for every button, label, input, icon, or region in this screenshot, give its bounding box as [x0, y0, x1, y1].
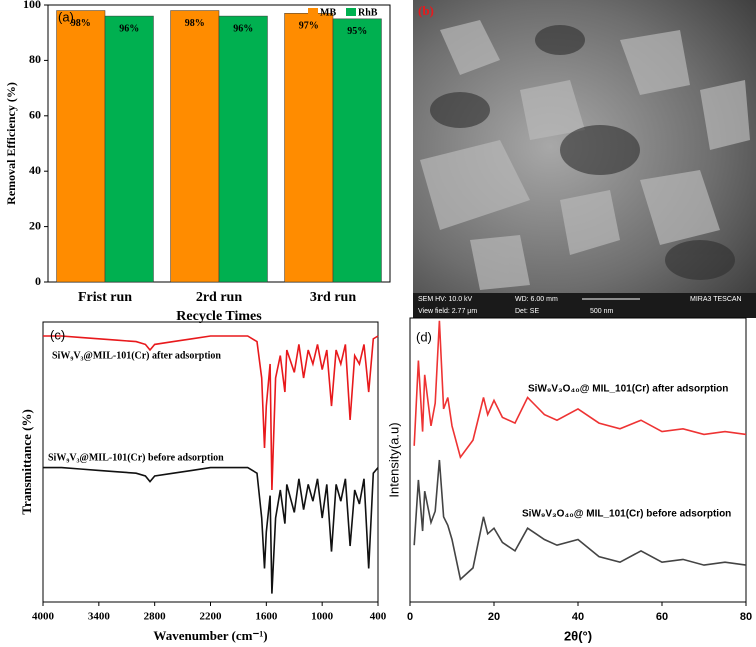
- bar: [218, 15, 268, 283]
- curve-label: SiW₉V₃O₄₀@ MIL_101(Cr) before adsorption: [522, 509, 731, 520]
- bar: [56, 10, 106, 283]
- y-tick-label: 100: [23, 0, 41, 11]
- x-tick-label: 3rd run: [310, 290, 357, 305]
- value-label: 98%: [185, 18, 205, 29]
- panel-label: (d): [416, 329, 432, 344]
- series-line: [43, 335, 379, 491]
- series-line: [413, 459, 747, 581]
- bar: [284, 13, 334, 283]
- sem-info: WD: 6.00 mm: [515, 296, 558, 303]
- x-axis-label: Wavenumber (cm⁻¹): [153, 628, 267, 643]
- x-tick-label: 4000: [32, 611, 55, 623]
- sem-info: MIRA3 TESCAN: [690, 296, 742, 303]
- sem-info: 500 nm: [590, 308, 614, 315]
- sem-info: Det: SE: [515, 308, 539, 315]
- y-tick-label: 0: [35, 274, 41, 288]
- y-axis-label: Transmittance (%): [19, 409, 34, 515]
- x-axis-label: Recycle Times: [176, 309, 262, 324]
- sem-info: SEM HV: 10.0 kV: [418, 296, 473, 303]
- sem-info-bar: [413, 293, 756, 318]
- legend-label: MB: [320, 7, 336, 18]
- bar: [104, 15, 154, 283]
- y-axis-label: Intensity(a.u): [386, 422, 401, 497]
- series-line: [413, 320, 747, 460]
- y-tick-label: 60: [29, 108, 41, 122]
- legend-swatch: [346, 8, 356, 16]
- plot-frame: [409, 317, 747, 603]
- legend-swatch: [308, 8, 318, 16]
- x-tick-label: 40: [572, 611, 584, 623]
- x-tick-label: 0: [407, 611, 413, 623]
- sem-texture: [420, 20, 750, 290]
- sem-panel: (b) SEM HV: 10.0 kV WD: 6.00 mm MIRA3 TE…: [413, 0, 756, 318]
- x-tick-label: 80: [740, 611, 752, 623]
- bar: [332, 18, 382, 283]
- sem-info: View field: 2.77 μm: [418, 308, 477, 315]
- panel-label: (b): [418, 3, 434, 18]
- curve-label: SiW₉V₃@MIL-101(Cr) before adsorption: [48, 452, 224, 463]
- curve-label: SiW₉V₃@MIL-101(Cr) after adsorption: [52, 350, 221, 361]
- bar: [170, 10, 220, 283]
- x-tick-label: 400: [370, 611, 387, 623]
- x-tick-label: 2rd run: [196, 290, 243, 305]
- panel-label: (c): [50, 327, 65, 342]
- y-tick-label: 40: [29, 163, 41, 177]
- x-tick-label: 2800: [144, 611, 167, 623]
- value-label: 96%: [233, 23, 253, 34]
- series-line: [43, 466, 379, 594]
- value-label: 95%: [347, 26, 367, 37]
- value-label: 97%: [299, 21, 319, 32]
- legend-label: RhB: [358, 7, 378, 18]
- sem-shadows: [430, 25, 735, 280]
- x-tick-label: 1000: [311, 611, 334, 623]
- value-label: 96%: [119, 23, 139, 34]
- y-axis-label: Removal Efficiency (%): [4, 82, 18, 205]
- x-tick-label: 2200: [200, 611, 223, 623]
- value-label: 98%: [71, 18, 91, 29]
- y-tick-label: 20: [29, 218, 41, 232]
- x-tick-label: 1600: [255, 611, 278, 623]
- panel-label: (a): [58, 9, 74, 24]
- x-tick-label: 60: [656, 611, 668, 623]
- x-axis-label: 2θ(°): [564, 628, 592, 643]
- x-tick-label: 3400: [88, 611, 111, 623]
- y-tick-label: 80: [29, 52, 41, 66]
- x-tick-label: Frist run: [78, 290, 132, 305]
- curve-label: SiW₉V₃O₄₀@ MIL_101(Cr) after adsorption: [528, 384, 728, 395]
- x-tick-label: 20: [488, 611, 500, 623]
